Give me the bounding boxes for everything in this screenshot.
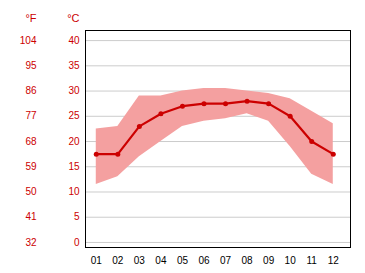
svg-text:°F: °F [25,12,36,24]
svg-text:01: 01 [91,255,103,266]
svg-text:41: 41 [25,211,37,222]
svg-text:02: 02 [112,255,124,266]
svg-text:10: 10 [285,255,297,266]
svg-text:77: 77 [25,110,37,121]
svg-text:07: 07 [220,255,232,266]
svg-text:86: 86 [25,85,37,96]
svg-text:35: 35 [68,60,80,71]
svg-text:59: 59 [25,161,37,172]
svg-text:20: 20 [68,136,80,147]
svg-text:104: 104 [20,35,37,46]
svg-text:12: 12 [328,255,340,266]
svg-text:04: 04 [155,255,167,266]
svg-text:08: 08 [242,255,254,266]
svg-text:25: 25 [68,110,80,121]
svg-text:30: 30 [68,85,80,96]
svg-text:40: 40 [68,35,80,46]
svg-text:32: 32 [25,237,37,248]
svg-text:°C: °C [67,12,79,24]
svg-text:10: 10 [68,186,80,197]
svg-text:03: 03 [134,255,146,266]
svg-text:06: 06 [198,255,210,266]
svg-text:15: 15 [68,161,80,172]
svg-text:0: 0 [74,237,80,248]
svg-text:68: 68 [25,136,37,147]
svg-text:09: 09 [263,255,275,266]
svg-text:11: 11 [307,255,318,266]
svg-text:05: 05 [177,255,189,266]
svg-text:50: 50 [25,186,37,197]
svg-text:95: 95 [25,60,37,71]
svg-text:5: 5 [74,211,80,222]
